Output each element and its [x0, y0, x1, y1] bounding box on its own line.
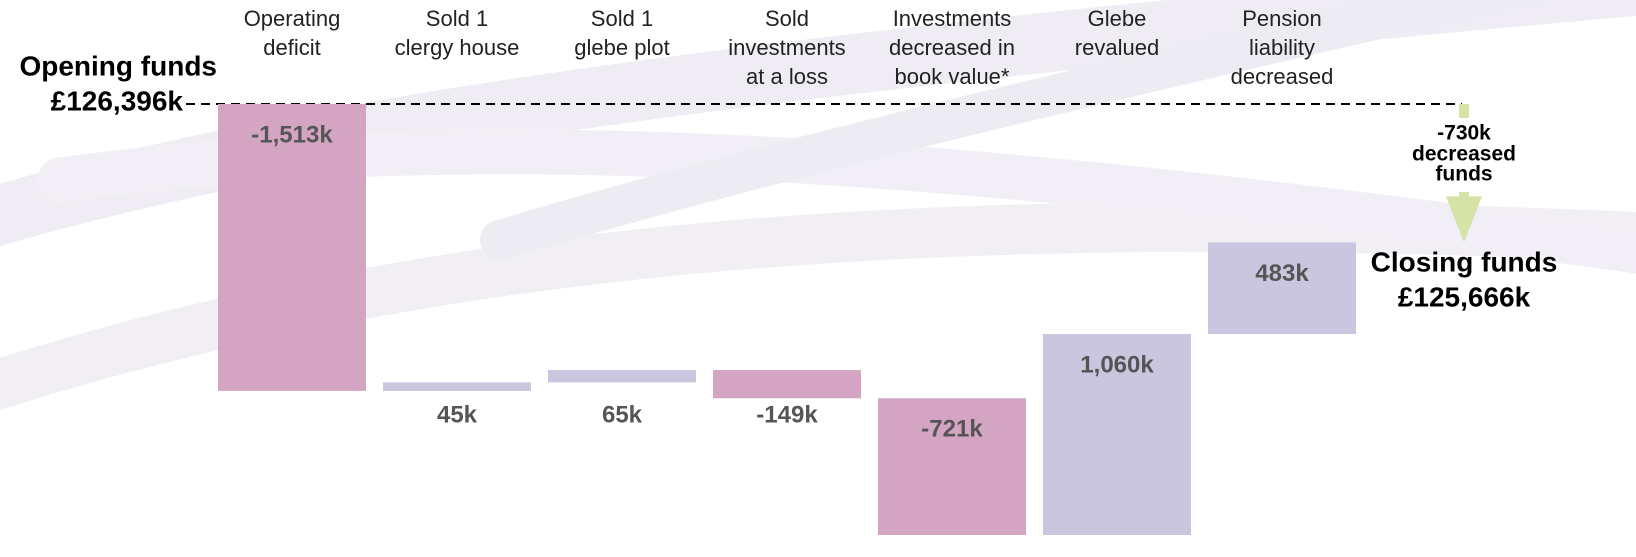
- change-label: -730k: [1437, 122, 1491, 145]
- value-label: 483k: [1255, 260, 1309, 287]
- value-label: 45k: [437, 401, 478, 428]
- category-label: Sold: [765, 6, 809, 31]
- category-label: Sold 1: [426, 6, 488, 31]
- category-label: liability: [1249, 35, 1315, 60]
- bar: [548, 370, 696, 382]
- bar: [713, 370, 861, 398]
- category-label: Glebe: [1088, 6, 1147, 31]
- value-label: -1,513k: [251, 121, 333, 148]
- category-label: Sold 1: [591, 6, 653, 31]
- change-text: funds: [1435, 163, 1492, 186]
- closing-title: Closing funds: [1371, 246, 1558, 277]
- category-label: Pension: [1242, 6, 1322, 31]
- closing-value: £125,666k: [1398, 281, 1531, 312]
- value-label: -721k: [921, 416, 983, 443]
- category-label: decreased in: [889, 35, 1015, 60]
- category-label: clergy house: [395, 35, 520, 60]
- value-label: 1,060k: [1080, 351, 1154, 378]
- category-label: glebe plot: [574, 35, 669, 60]
- opening-title: Opening funds: [19, 50, 217, 81]
- bar: [1208, 242, 1356, 334]
- opening-value: £126,396k: [51, 85, 184, 116]
- bar: [383, 382, 531, 391]
- category-label: deficit: [263, 35, 320, 60]
- chart: Opening funds £126,396k Closing funds £1…: [0, 0, 1636, 557]
- value-label: -149k: [756, 401, 818, 428]
- category-label: Investments: [893, 6, 1012, 31]
- category-label: at a loss: [746, 64, 828, 89]
- value-label: 65k: [602, 401, 643, 428]
- category-label: investments: [728, 35, 845, 60]
- category-label: Operating: [244, 6, 341, 31]
- category-label: decreased: [1231, 64, 1334, 89]
- category-label: book value*: [895, 64, 1010, 89]
- category-label: revalued: [1075, 35, 1159, 60]
